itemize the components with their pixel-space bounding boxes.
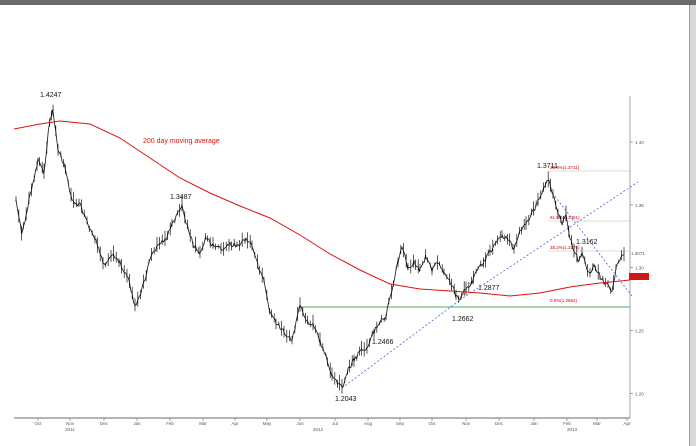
x-tick-label: Aug <box>364 421 373 426</box>
x-tick-label: Dec <box>100 421 109 426</box>
price-flag-bg <box>629 273 649 280</box>
window-top-bar <box>0 0 696 5</box>
price-annotation: 1.2043 <box>335 396 357 403</box>
price-annotation: 1.3711 <box>537 163 558 170</box>
x-tick-label: Apr <box>623 421 631 426</box>
y-tick-label: 1.20 <box>635 391 644 396</box>
price-annotation: 1.4247 <box>40 92 62 99</box>
year-label: 2012 <box>313 427 324 432</box>
x-tick-label: May <box>263 421 272 426</box>
scrollbar[interactable] <box>689 5 696 446</box>
x-tick-label: Nov <box>462 421 471 426</box>
moving-average-label: 200 day moving average <box>143 138 220 145</box>
fib-label: 23.6%(1.3711) <box>550 165 580 170</box>
x-tick-label: Jun <box>296 421 304 426</box>
price-annotation: 1.2877 <box>478 285 500 292</box>
year-label: 2011 <box>65 427 75 432</box>
x-tick-label: Oct <box>428 421 436 426</box>
fib-label: 38.2%(1.3176) <box>550 245 580 250</box>
fib-label: 0.0%(1.2662) <box>550 298 578 303</box>
price-annotation: 1.2466 <box>372 339 394 346</box>
x-tick-label: Feb <box>563 421 571 426</box>
year-label: 2013 <box>567 427 578 432</box>
trendline-support-ext <box>459 181 639 301</box>
y-tick-label: 1.25 <box>635 329 644 334</box>
x-tick-label: Sep <box>396 421 405 426</box>
x-tick-label: Oct <box>34 421 42 426</box>
x-tick-label: Jul <box>332 421 338 426</box>
y-tick-label: 1.30 <box>635 266 644 271</box>
fib-label: 61.8%(1.3481) <box>550 215 580 220</box>
y-tick-label: 1.40 <box>635 140 644 145</box>
price-flag: 1.3071 <box>631 251 645 256</box>
moving-average-line <box>13 120 631 297</box>
x-tick-label: Dec <box>495 421 504 426</box>
y-tick-label: 1.35 <box>635 203 644 208</box>
x-tick-label: Jan <box>530 421 538 426</box>
price-flag: 1.2963 <box>631 274 645 279</box>
price-annotation: 1.3162 <box>576 239 598 246</box>
price-annotation: 1.2662 <box>452 316 474 323</box>
x-tick-label: Apr <box>231 421 239 426</box>
trendline-support <box>341 299 461 389</box>
x-tick-label: Jan <box>133 421 141 426</box>
x-tick-label: Nov <box>66 421 75 426</box>
x-tick-label: Mar <box>199 421 207 426</box>
x-tick-label: Mar <box>593 421 601 426</box>
price-annotation: 1.3487 <box>170 194 192 201</box>
x-tick-label: Feb <box>166 421 174 426</box>
